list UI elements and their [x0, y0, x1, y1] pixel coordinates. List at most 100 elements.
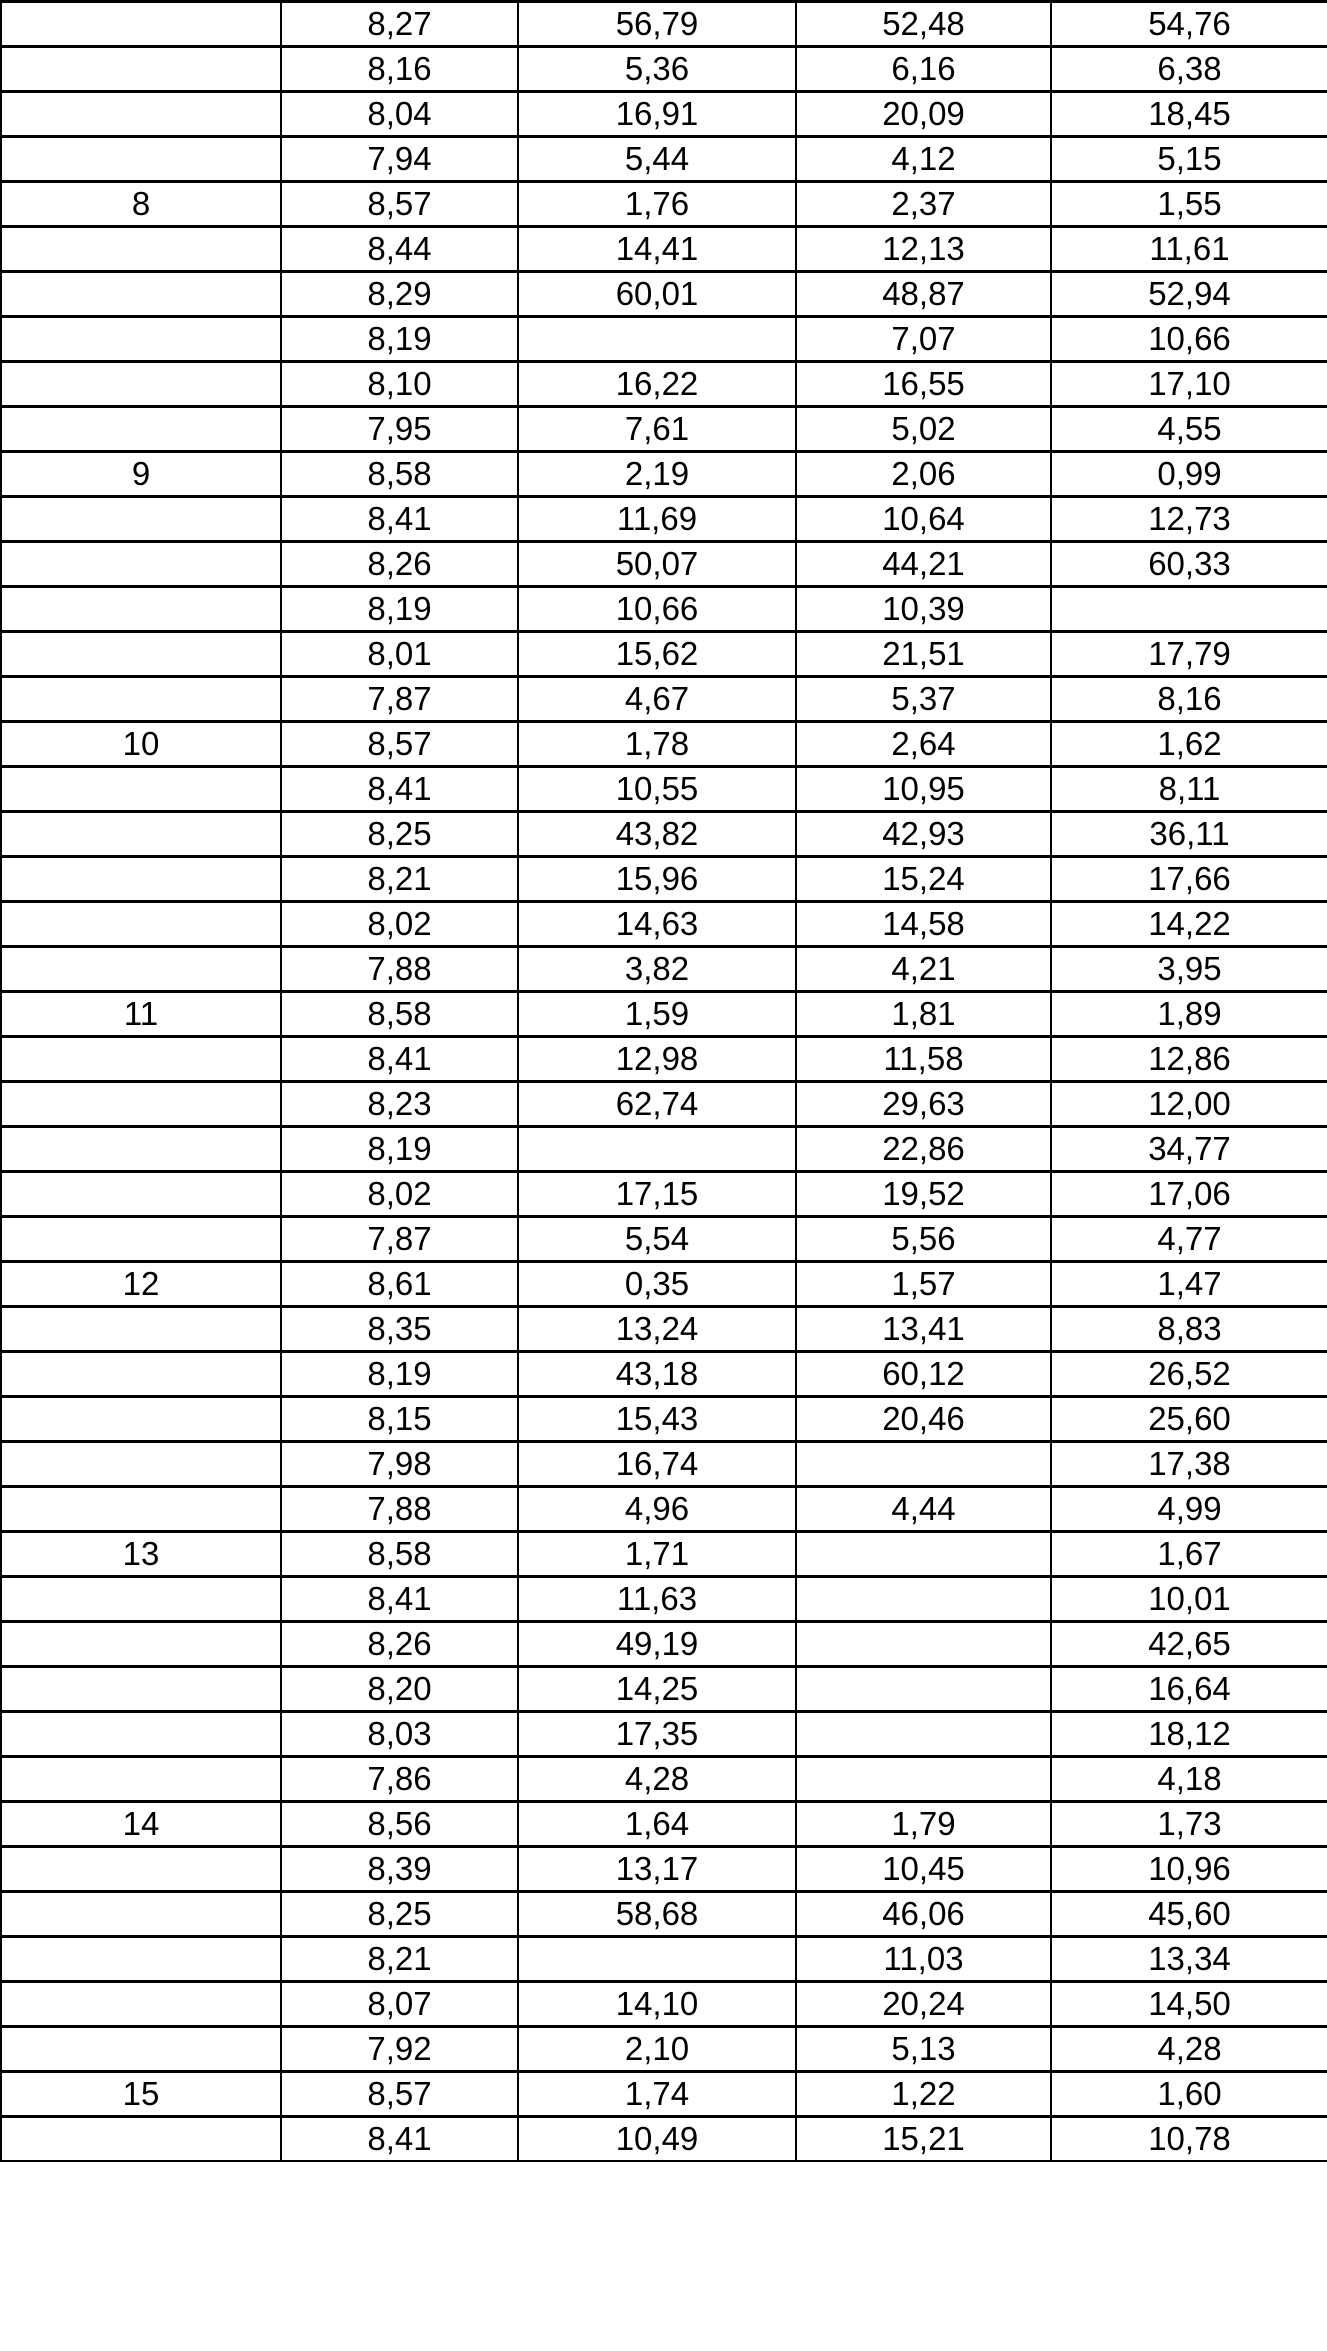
value-cell-2: 17,35: [518, 1712, 796, 1757]
value-cell-1: 8,02: [281, 902, 518, 947]
group-cell: [1, 497, 281, 542]
value-cell-3: 6,16: [796, 47, 1051, 92]
value-cell-3: 15,21: [796, 2117, 1051, 2162]
value-cell-1: 8,39: [281, 1847, 518, 1892]
value-cell-2: 10,66: [518, 587, 796, 632]
group-cell: [1, 857, 281, 902]
value-cell-2: 14,25: [518, 1667, 796, 1712]
group-cell: [1, 1712, 281, 1757]
value-cell-1: 8,15: [281, 1397, 518, 1442]
group-cell: 10: [1, 722, 281, 767]
table-row: 88,571,762,371,55: [1, 182, 1327, 227]
group-cell: [1, 677, 281, 722]
value-cell-1: 7,95: [281, 407, 518, 452]
value-cell-3: [796, 1532, 1051, 1577]
value-cell-2: [518, 1937, 796, 1982]
group-cell: [1, 1982, 281, 2027]
value-cell-3: 11,03: [796, 1937, 1051, 1982]
group-cell: [1, 1307, 281, 1352]
value-cell-4: 10,78: [1051, 2117, 1327, 2162]
value-cell-1: 8,10: [281, 362, 518, 407]
value-cell-4: 34,77: [1051, 1127, 1327, 1172]
value-cell-4: 14,22: [1051, 902, 1327, 947]
value-cell-2: 58,68: [518, 1892, 796, 1937]
value-cell-4: 45,60: [1051, 1892, 1327, 1937]
value-cell-4: 42,65: [1051, 1622, 1327, 1667]
value-cell-1: 8,61: [281, 1262, 518, 1307]
table-row: 8,2115,9615,2417,66: [1, 857, 1327, 902]
value-cell-4: 17,66: [1051, 857, 1327, 902]
group-cell: [1, 1847, 281, 1892]
table-row: 8,2558,6846,0645,60: [1, 1892, 1327, 1937]
value-cell-1: 7,87: [281, 677, 518, 722]
value-cell-1: 8,19: [281, 1352, 518, 1397]
value-cell-1: 8,19: [281, 317, 518, 362]
value-cell-1: 8,58: [281, 452, 518, 497]
value-cell-4: 17,10: [1051, 362, 1327, 407]
value-cell-2: 1,71: [518, 1532, 796, 1577]
value-cell-2: 15,43: [518, 1397, 796, 1442]
group-cell: [1, 2117, 281, 2162]
value-cell-2: 43,18: [518, 1352, 796, 1397]
value-cell-3: 5,56: [796, 1217, 1051, 1262]
group-cell: 14: [1, 1802, 281, 1847]
value-cell-3: 5,37: [796, 677, 1051, 722]
group-cell: [1, 272, 281, 317]
value-cell-2: 12,98: [518, 1037, 796, 1082]
value-cell-4: 14,50: [1051, 1982, 1327, 2027]
table-row: 8,165,366,166,38: [1, 47, 1327, 92]
table-row: 138,581,711,67: [1, 1532, 1327, 1577]
value-cell-2: 15,62: [518, 632, 796, 677]
value-cell-3: 13,41: [796, 1307, 1051, 1352]
value-cell-1: 7,87: [281, 1217, 518, 1262]
value-cell-2: 5,44: [518, 137, 796, 182]
table-row: 118,581,591,811,89: [1, 992, 1327, 1037]
value-cell-1: 8,57: [281, 722, 518, 767]
value-cell-4: 1,47: [1051, 1262, 1327, 1307]
table-row: 8,2111,0313,34: [1, 1937, 1327, 1982]
value-cell-2: 4,96: [518, 1487, 796, 1532]
value-cell-2: 16,74: [518, 1442, 796, 1487]
value-cell-4: 60,33: [1051, 542, 1327, 587]
group-cell: [1, 362, 281, 407]
group-cell: [1, 317, 281, 362]
value-cell-1: 8,26: [281, 1622, 518, 1667]
value-cell-4: 16,64: [1051, 1667, 1327, 1712]
value-cell-3: 10,64: [796, 497, 1051, 542]
value-cell-3: 19,52: [796, 1172, 1051, 1217]
value-cell-3: 10,95: [796, 767, 1051, 812]
value-cell-1: 7,88: [281, 947, 518, 992]
value-cell-3: [796, 1667, 1051, 1712]
group-cell: [1, 767, 281, 812]
value-cell-3: 10,39: [796, 587, 1051, 632]
value-cell-4: 6,38: [1051, 47, 1327, 92]
group-cell: [1, 227, 281, 272]
value-cell-1: 8,56: [281, 1802, 518, 1847]
value-cell-3: [796, 1622, 1051, 1667]
table-row: 8,2543,8242,9336,11: [1, 812, 1327, 857]
value-cell-4: 8,11: [1051, 767, 1327, 812]
group-cell: 11: [1, 992, 281, 1037]
value-cell-1: 8,02: [281, 1172, 518, 1217]
value-cell-1: 8,16: [281, 47, 518, 92]
value-cell-1: 7,88: [281, 1487, 518, 1532]
value-cell-4: 1,67: [1051, 1532, 1327, 1577]
value-cell-3: [796, 1712, 1051, 1757]
value-cell-4: 4,55: [1051, 407, 1327, 452]
value-cell-3: [796, 1442, 1051, 1487]
value-cell-1: 8,23: [281, 1082, 518, 1127]
group-cell: [1, 407, 281, 452]
table-row: 8,4111,6910,6412,73: [1, 497, 1327, 542]
value-cell-2: 10,49: [518, 2117, 796, 2162]
group-cell: [1, 2027, 281, 2072]
value-cell-4: 17,06: [1051, 1172, 1327, 1217]
value-cell-3: 12,13: [796, 227, 1051, 272]
value-cell-4: 12,86: [1051, 1037, 1327, 1082]
value-cell-3: 4,21: [796, 947, 1051, 992]
table-row: 8,0214,6314,5814,22: [1, 902, 1327, 947]
table-row: 7,945,444,125,15: [1, 137, 1327, 182]
value-cell-1: 8,58: [281, 1532, 518, 1577]
value-cell-4: 52,94: [1051, 272, 1327, 317]
value-cell-2: 13,24: [518, 1307, 796, 1352]
group-cell: [1, 1622, 281, 1667]
